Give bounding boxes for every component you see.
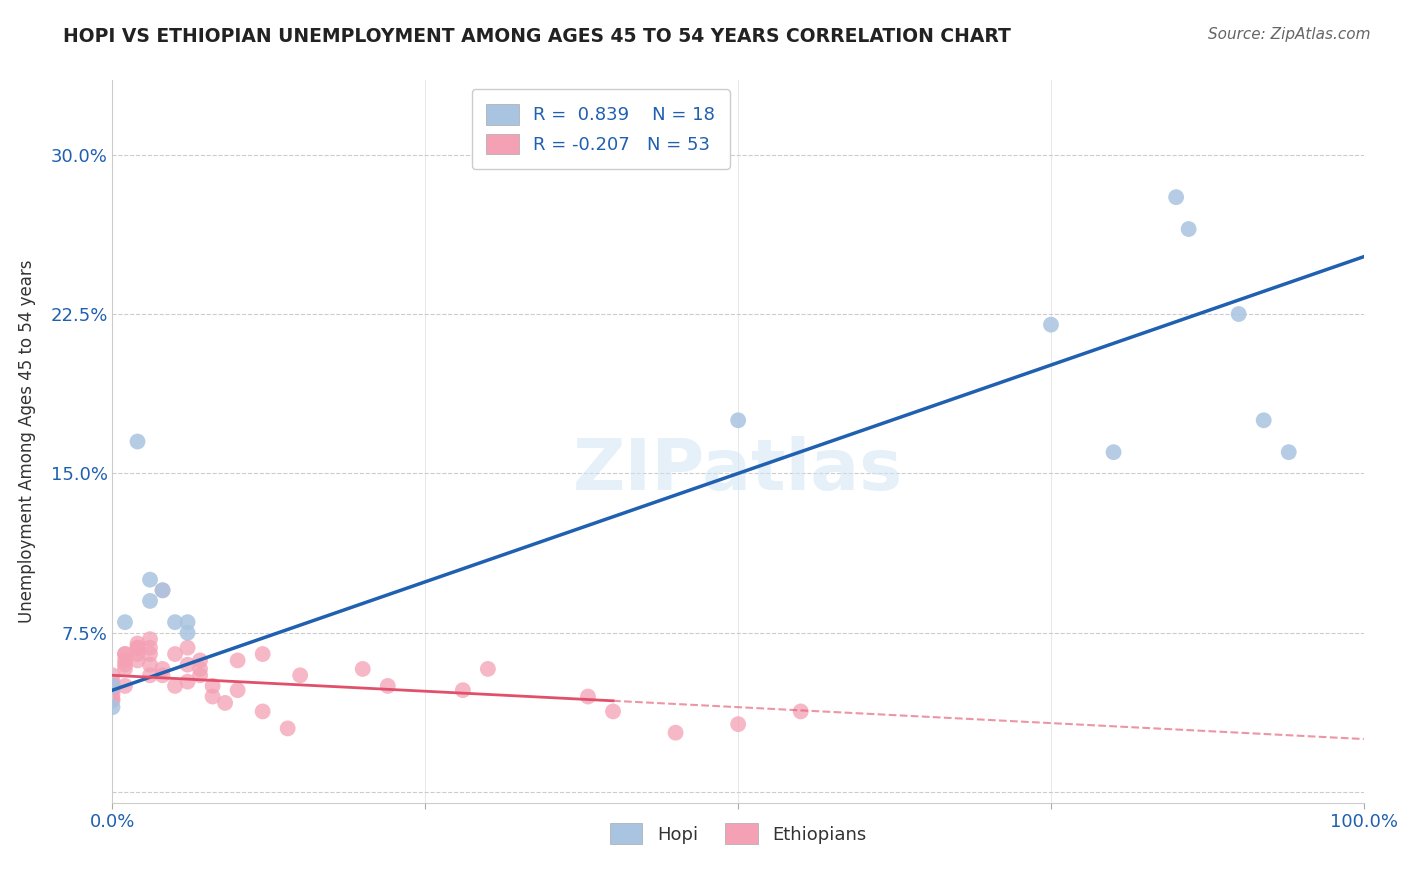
Point [101,679,124,693]
Point [176,640,198,655]
Point [139,657,162,672]
Point [139,594,162,608]
Point [277,722,299,736]
Point [188,653,211,667]
Point [163,615,186,630]
Point [139,640,162,655]
Point [114,679,136,693]
Point [101,683,124,698]
Point [101,694,124,708]
Point [201,690,224,704]
Point [1164,190,1187,204]
Text: HOPI VS ETHIOPIAN UNEMPLOYMENT AMONG AGES 45 TO 54 YEARS CORRELATION CHART: HOPI VS ETHIOPIAN UNEMPLOYMENT AMONG AGE… [63,27,1011,45]
Point [1253,413,1275,427]
Point [101,674,124,689]
Point [152,583,174,598]
Point [352,662,374,676]
Point [790,705,813,719]
Point [101,668,124,682]
Point [114,653,136,667]
Point [176,674,198,689]
Point [176,625,198,640]
Point [163,647,186,661]
Point [1102,445,1125,459]
Point [477,662,499,676]
Point [127,640,149,655]
Point [101,679,124,693]
Point [139,668,162,682]
Point [127,653,149,667]
Point [101,691,124,706]
Point [127,434,149,449]
Point [290,668,312,682]
Point [114,647,136,661]
Point [127,647,149,661]
Point [1177,222,1199,236]
Point [188,662,211,676]
Point [114,662,136,676]
Point [139,647,162,661]
Point [114,647,136,661]
Text: Source: ZipAtlas.com: Source: ZipAtlas.com [1208,27,1371,42]
Point [152,662,174,676]
Text: ZIPatlas: ZIPatlas [574,436,903,505]
Y-axis label: Unemployment Among Ages 45 to 54 years: Unemployment Among Ages 45 to 54 years [18,260,37,624]
Point [101,679,124,693]
Point [602,705,624,719]
Point [226,653,249,667]
Legend: Hopi, Ethiopians: Hopi, Ethiopians [603,816,873,852]
Point [252,647,274,661]
Point [252,705,274,719]
Point [101,700,124,714]
Point [576,690,599,704]
Point [127,640,149,655]
Point [139,573,162,587]
Point [127,636,149,650]
Point [163,679,186,693]
Point [727,413,749,427]
Point [139,632,162,647]
Point [101,687,124,701]
Point [176,615,198,630]
Point [114,657,136,672]
Point [226,683,249,698]
Point [727,717,749,731]
Point [188,668,211,682]
Point [1278,445,1301,459]
Point [201,679,224,693]
Point [152,583,174,598]
Point [114,615,136,630]
Point [451,683,474,698]
Point [176,657,198,672]
Point [214,696,236,710]
Point [664,725,686,739]
Point [152,668,174,682]
Point [1227,307,1250,321]
Point [1039,318,1063,332]
Point [377,679,399,693]
